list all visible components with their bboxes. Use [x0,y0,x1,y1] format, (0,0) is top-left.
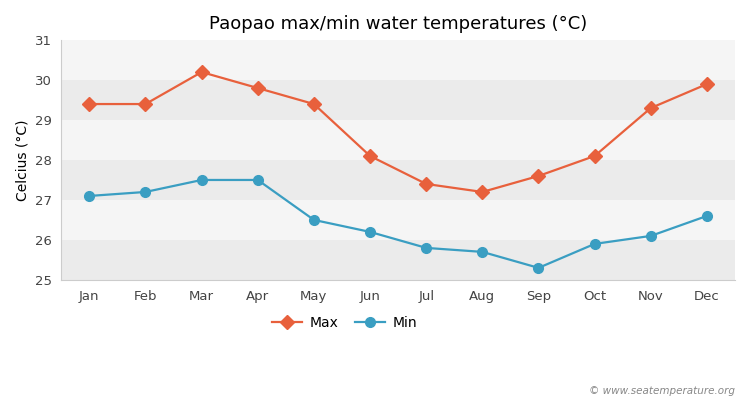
Line: Min: Min [85,175,712,273]
Min [310,218,319,222]
Max [365,154,374,158]
Max [703,82,712,86]
Max [310,102,319,106]
Max [141,102,150,106]
Bar [62,240,735,280]
Bar [62,160,735,200]
Max [422,182,430,186]
Y-axis label: Celcius (°C): Celcius (°C) [15,119,29,201]
Max [534,174,543,178]
Bar [62,80,735,120]
Min [534,266,543,270]
Min [85,194,94,198]
Bar [62,40,735,80]
Min [422,246,430,250]
Min [646,234,656,238]
Min [478,250,487,254]
Min [197,178,206,182]
Max [197,70,206,74]
Min [365,230,374,234]
Max [590,154,599,158]
Legend: Max, Min: Max, Min [266,310,422,335]
Min [703,214,712,218]
Line: Max: Max [85,67,712,197]
Min [141,190,150,194]
Title: Paopao max/min water temperatures (°C): Paopao max/min water temperatures (°C) [209,15,587,33]
Max [85,102,94,106]
Max [254,86,262,90]
Bar [62,120,735,160]
Max [478,190,487,194]
Max [646,106,656,110]
Min [590,242,599,246]
Text: © www.seatemperature.org: © www.seatemperature.org [589,386,735,396]
Bar [62,200,735,240]
Min [254,178,262,182]
